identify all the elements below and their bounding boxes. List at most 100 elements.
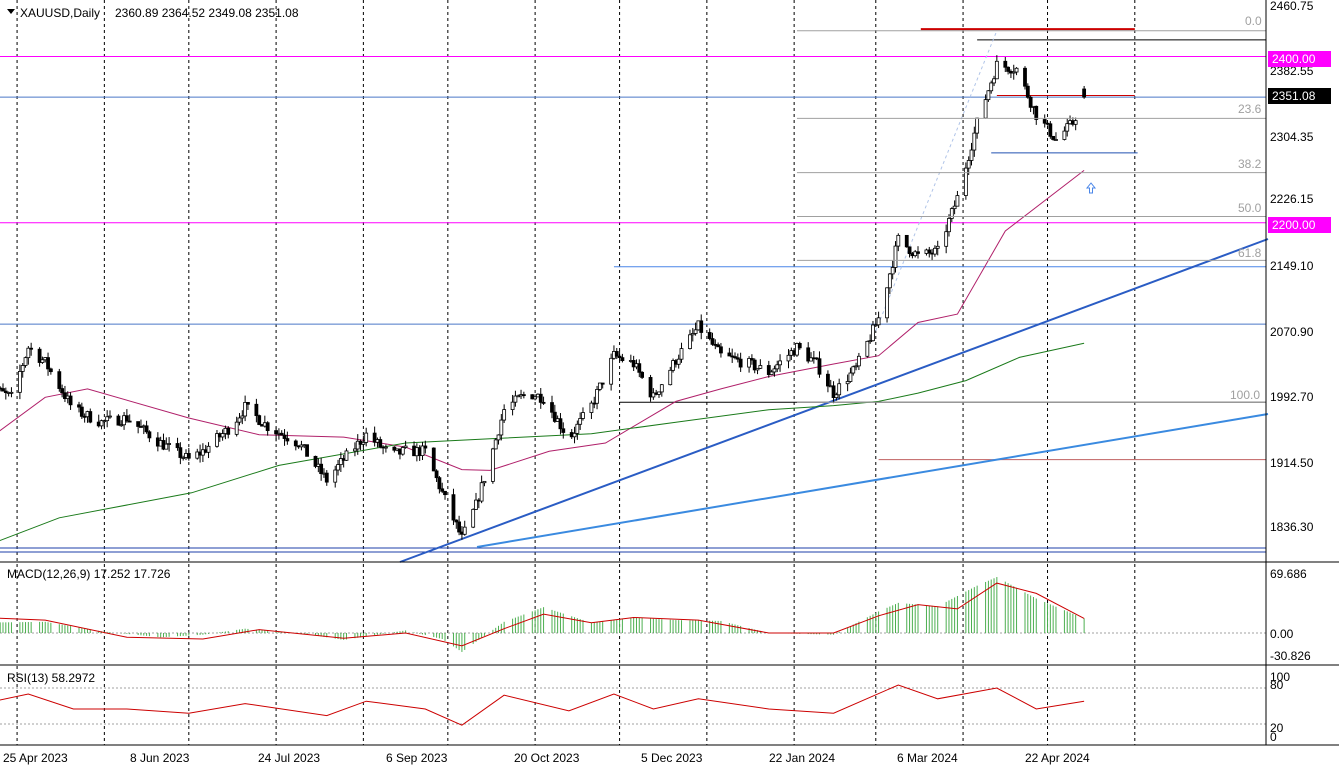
rsi-label: RSI(13) 58.2972 — [7, 671, 95, 685]
candle-body — [40, 359, 45, 363]
rsi-panel-plot — [0, 684, 1266, 726]
candle-body — [865, 340, 870, 357]
candle-body — [955, 195, 960, 207]
price-tick: 1836.30 — [1270, 520, 1314, 534]
fib-label: 0.0 — [1245, 14, 1262, 28]
candle-body — [372, 432, 377, 443]
horizontal-levels — [0, 28, 1266, 553]
candle-body — [1034, 105, 1039, 120]
candle-body — [490, 448, 495, 482]
candle-body — [949, 208, 954, 219]
price-tick: 2382.55 — [1270, 64, 1314, 78]
candle-body — [817, 358, 822, 375]
moving-averages — [0, 170, 1085, 542]
date-tick: 8 Jun 2023 — [130, 751, 190, 765]
candle-body — [57, 371, 62, 389]
candle-body — [904, 234, 909, 248]
candle-body — [651, 392, 656, 398]
candle-body — [293, 440, 298, 447]
candle-body — [806, 347, 811, 362]
candle-body — [451, 494, 456, 521]
macd-panel-plot — [0, 577, 1266, 652]
candle-body — [854, 365, 858, 368]
candle-body — [890, 267, 895, 275]
date-tick: 6 Mar 2024 — [897, 751, 958, 765]
candle-body — [285, 438, 290, 442]
candle-body — [851, 366, 856, 374]
candle-body — [46, 357, 50, 370]
candle-body — [614, 351, 619, 357]
candle-body — [434, 470, 439, 479]
candle-body — [963, 167, 968, 196]
candle-body — [175, 443, 180, 449]
candle-body — [778, 360, 782, 366]
candle-body — [482, 480, 487, 484]
current-price-badge — [1268, 88, 1331, 104]
candle-body — [916, 251, 920, 254]
candle-body — [3, 390, 8, 394]
candle-body — [885, 287, 889, 319]
level-2400-label: 2400.00 — [1272, 52, 1316, 66]
symbol-dropdown-icon[interactable] — [7, 9, 15, 14]
candle-body — [383, 446, 388, 449]
candle-body — [181, 457, 186, 459]
candle-body — [750, 358, 754, 361]
candle-body — [595, 389, 599, 404]
candle-body — [676, 358, 681, 365]
panel-frames — [0, 0, 1339, 746]
candle-body — [1065, 123, 1070, 132]
candle-body — [668, 369, 673, 386]
candle-body — [274, 430, 278, 435]
candle-body — [688, 334, 692, 349]
candle-body — [220, 433, 225, 438]
candle-body — [105, 416, 110, 422]
candle-body — [443, 490, 447, 496]
candle-body — [474, 499, 478, 510]
candle-body — [336, 464, 340, 471]
candle-body — [1054, 139, 1058, 141]
price-tick: 2226.15 — [1270, 192, 1314, 206]
candle-body — [747, 358, 751, 368]
candle-body — [826, 373, 830, 387]
candle-body — [355, 440, 360, 450]
candle-body — [541, 401, 546, 404]
candle-body — [671, 360, 675, 371]
candle-body — [719, 346, 723, 354]
candle-body — [1023, 67, 1027, 87]
candle-body — [108, 415, 112, 418]
candle-body — [1003, 60, 1008, 68]
candle-body — [690, 333, 695, 336]
candle-body — [164, 443, 169, 450]
candle-body — [983, 99, 988, 119]
candle-body — [215, 433, 219, 447]
candle-body — [127, 420, 132, 423]
date-tick: 6 Sep 2023 — [386, 751, 448, 765]
candle-body — [935, 245, 940, 249]
candle-body — [226, 427, 231, 435]
price-tick: 1914.50 — [1270, 456, 1314, 470]
level-2200-label: 2200.00 — [1272, 218, 1316, 232]
candle-body — [727, 352, 732, 357]
candle-body — [496, 434, 501, 441]
candle-body — [338, 458, 343, 465]
candle-body — [420, 445, 425, 457]
candle-body — [364, 432, 369, 443]
candle-body — [992, 78, 996, 84]
rsi-tick: 100 — [1270, 670, 1290, 684]
candle-body — [572, 432, 577, 438]
candle-body — [237, 417, 242, 423]
candle-body — [324, 472, 329, 483]
candle-body — [454, 519, 459, 523]
candle-body — [1028, 96, 1033, 108]
candle-body — [378, 439, 383, 448]
date-tick: 25 Apr 2023 — [3, 751, 68, 765]
macd-signal-line — [0, 582, 1085, 647]
candle-body — [403, 445, 408, 448]
price-tick: 2070.90 — [1270, 325, 1314, 339]
candles — [0, 55, 1087, 540]
candle-body — [795, 343, 799, 356]
candle-body — [769, 371, 774, 375]
candle-body — [786, 354, 791, 362]
